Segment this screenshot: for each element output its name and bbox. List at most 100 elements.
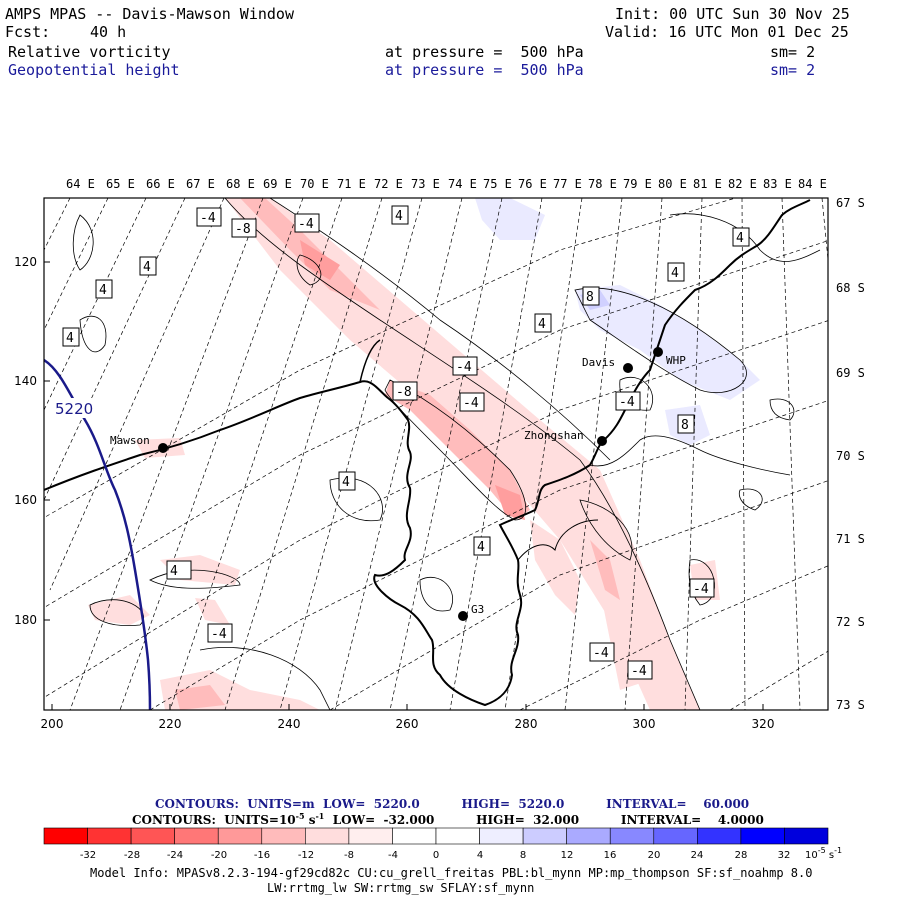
vorticity-contour-info: CONTOURS: UNITS=10-5 s-1 LOW= -32.000 HI…: [132, 811, 764, 827]
colorbar-tick: 16: [604, 850, 617, 861]
lat-label: 70 S: [836, 449, 865, 463]
svg-text:-4: -4: [456, 360, 472, 375]
svg-text:4: 4: [736, 231, 744, 246]
svg-text:-4: -4: [693, 582, 709, 597]
station-marker-mawson: [158, 443, 168, 453]
lon-label: 79 E: [623, 177, 652, 191]
svg-text:-8: -8: [396, 385, 412, 400]
svg-text:-4: -4: [298, 217, 314, 232]
colorbar-swatch: [479, 827, 524, 845]
contour-label: 4: [732, 227, 750, 247]
lon-label: 78 E: [588, 177, 617, 191]
station-label-g3: G3: [471, 603, 484, 616]
svg-text:-4: -4: [631, 664, 647, 679]
contour-label: -4: [294, 213, 320, 233]
svg-text:4: 4: [538, 317, 546, 332]
x-tick-label: 260: [396, 717, 419, 731]
svg-text:4: 4: [395, 209, 403, 224]
lon-label: 73 E: [411, 177, 440, 191]
colorbar-swatch: [217, 827, 263, 845]
svg-text:-4: -4: [463, 396, 479, 411]
contour-label: 4: [391, 205, 409, 225]
station-marker-zhongshan: [597, 436, 607, 446]
contour-label: 4: [473, 536, 491, 556]
contour-label: -8: [392, 381, 418, 401]
svg-text:4: 4: [342, 475, 350, 490]
field2-smoothing: sm= 2: [770, 61, 816, 79]
contour-label: 4: [534, 313, 552, 333]
field2-name: Geopotential height: [8, 61, 180, 79]
colorbar-swatch: [566, 827, 611, 845]
lat-lon-grid: [44, 198, 828, 710]
x-grid-ticks: 200 220 240 260 280 300 320: [41, 717, 775, 731]
lat-label: 72 S: [836, 615, 865, 629]
colorbar-swatch: [87, 827, 132, 845]
lon-label: 72 E: [374, 177, 403, 191]
lon-label: 65 E: [106, 177, 135, 191]
lon-label: 67 E: [186, 177, 215, 191]
valid-time: Valid: 16 UTC Mon 01 Dec 25: [605, 23, 849, 41]
colorbar: [43, 827, 829, 845]
contour-label: -4: [459, 392, 485, 412]
colorbar-tick: -20: [211, 850, 227, 861]
lon-label: 77 E: [553, 177, 582, 191]
topography-contour: [589, 435, 791, 476]
svg-text:8: 8: [681, 418, 689, 433]
positive-vorticity-shading: [475, 198, 760, 445]
svg-text:4: 4: [477, 540, 485, 555]
svg-text:4: 4: [143, 260, 151, 275]
y-grid-ticks: 120 140 160 180: [14, 255, 37, 627]
lon-label: 70 E: [300, 177, 329, 191]
model-info-line2: LW:rrtmg_lw SW:rrtmg_sw SFLAY:sf_mynn: [267, 881, 535, 895]
vorticity-contour-labels: -4 -8 -4 4 4 4 4 4 8 4 4 4 -4 -8 -4 -4 4…: [62, 205, 750, 680]
colorbar-swatch: [305, 827, 350, 845]
colorbar-tick: -12: [298, 850, 314, 861]
svg-text:4: 4: [99, 283, 107, 298]
height-contour-info: CONTOURS: UNITS=m LOW= 5220.0 HIGH= 5220…: [155, 797, 750, 811]
colorbar-tick: 20: [648, 850, 661, 861]
map-title: AMPS MPAS -- Davis-Mawson Window: [5, 5, 294, 23]
axis-ticks: [44, 261, 764, 710]
lon-label: 75 E: [483, 177, 512, 191]
station-marker-davis: [623, 363, 633, 373]
colorbar-swatch: [653, 827, 698, 845]
contour-label: -4: [689, 578, 715, 598]
latitude-labels: 67 S 68 S 69 S 70 S 71 S 72 S 73 S: [836, 196, 865, 712]
lat-label: 73 S: [836, 698, 865, 712]
x-tick-label: 280: [515, 717, 538, 731]
field2-pressure: at pressure = 500 hPa: [385, 61, 584, 79]
colorbar-swatch: [784, 827, 829, 845]
colorbar-tick: -24: [167, 850, 183, 861]
lat-label: 69 S: [836, 366, 865, 380]
lon-label: 64 E: [66, 177, 95, 191]
colorbar-tick: 24: [691, 850, 704, 861]
x-tick-label: 240: [278, 717, 301, 731]
forecast-label: Fcst:: [5, 23, 51, 41]
contour-label: -8: [231, 218, 257, 238]
svg-text:-8: -8: [235, 222, 251, 237]
colorbar-tick: 4: [477, 850, 483, 861]
lon-label: 76 E: [518, 177, 547, 191]
forecast-hours: 40 h: [90, 23, 127, 41]
colorbar-tick: -4: [388, 850, 398, 861]
x-tick-label: 320: [752, 717, 775, 731]
svg-text:4: 4: [671, 266, 679, 281]
lon-label: 68 E: [226, 177, 255, 191]
svg-text:-4: -4: [200, 211, 216, 226]
lat-label: 68 S: [836, 281, 865, 295]
colorbar-swatch: [609, 827, 655, 845]
colorbar-tick: -32: [80, 850, 96, 861]
svg-text:-4: -4: [619, 395, 635, 410]
y-tick-label: 140: [14, 374, 37, 388]
antarctic-coastline: [44, 199, 811, 707]
model-info-line1: Model Info: MPASv8.2.3-194-gf29cd82c CU:…: [90, 866, 813, 880]
y-tick-label: 180: [14, 613, 37, 627]
svg-text:4: 4: [66, 331, 74, 346]
contour-label: -4: [627, 660, 653, 680]
colorbar-tick: -16: [254, 850, 270, 861]
contour-label: 8: [677, 414, 695, 434]
svg-text:8: 8: [586, 290, 594, 305]
x-tick-label: 200: [41, 717, 64, 731]
station-label-mawson: Mawson: [110, 434, 150, 447]
lon-label: 66 E: [146, 177, 175, 191]
